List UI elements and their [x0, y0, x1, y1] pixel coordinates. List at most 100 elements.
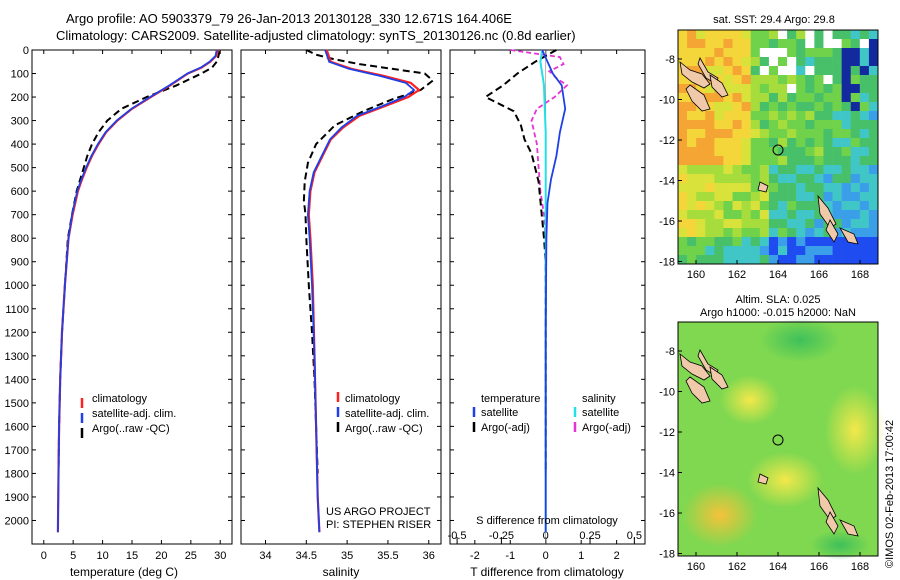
- depth-tick-label: 1500: [5, 398, 29, 410]
- legend-climatology-label: climatology: [92, 393, 148, 405]
- sst-cell: [823, 192, 833, 202]
- map-y-tick-label: -8: [665, 54, 675, 66]
- sst-cell: [814, 156, 824, 166]
- sst-cell: [778, 138, 788, 148]
- sst-cell: [787, 120, 797, 130]
- sst-cell: [859, 183, 870, 193]
- sst-cell: [832, 246, 842, 256]
- sst-cell: [759, 111, 770, 121]
- depth-tick-label: 200: [11, 92, 29, 104]
- sst-cell: [805, 120, 815, 130]
- sst-cell: [850, 84, 861, 94]
- sst-cell: [850, 201, 861, 211]
- sst-cell: [805, 192, 815, 202]
- map-y-tick-label: -16: [659, 216, 675, 228]
- sst-cell: [714, 75, 724, 85]
- temperature-profile-satellite-line: [57, 49, 218, 533]
- sst-cell: [732, 165, 742, 175]
- x-tick-label: 10: [96, 550, 108, 562]
- sst-cell: [859, 66, 870, 76]
- sst-cell: [741, 129, 752, 139]
- sst-cell: [696, 147, 706, 157]
- sst-cell: [705, 39, 715, 49]
- sst-cell: [723, 57, 733, 67]
- sst-cell: [859, 39, 870, 49]
- sst-cell: [841, 120, 852, 130]
- sst-cell: [714, 39, 724, 49]
- sst-map: sat. SST: 29.4 Argo: 29.8 160 162 164 166 16…: [659, 14, 879, 281]
- sst-cell: [859, 30, 870, 40]
- sst-cell: [750, 201, 761, 211]
- sst-cell: [859, 156, 870, 166]
- sst-cell: [741, 30, 752, 40]
- sst-cell: [687, 138, 697, 148]
- sst-cell: [732, 57, 742, 67]
- sst-cell: [859, 138, 870, 148]
- sst-cell: [796, 93, 806, 103]
- sst-cell: [778, 255, 788, 265]
- sst-cell: [750, 228, 761, 238]
- sst-cell: [705, 246, 715, 256]
- sst-cell: [868, 165, 879, 175]
- sst-cell: [759, 192, 770, 202]
- sst-cell: [750, 30, 761, 40]
- sst-cell: [850, 174, 861, 184]
- sst-cell: [814, 39, 824, 49]
- sst-cell: [796, 66, 806, 76]
- sst-cell: [850, 255, 861, 265]
- sst-cell: [868, 75, 879, 85]
- sst-cell: [796, 138, 806, 148]
- map-x-tick-label: 168: [851, 269, 869, 281]
- sst-cell: [805, 102, 815, 112]
- depth-tick-label: 1900: [5, 492, 29, 504]
- sla-map-title-line1: Altim. SLA: 0.025: [736, 294, 821, 306]
- sst-cell: [832, 102, 842, 112]
- sst-cell: [787, 246, 797, 256]
- sst-cell: [850, 165, 861, 175]
- island-outline: [679, 353, 711, 381]
- sst-cell: [850, 138, 861, 148]
- sst-cell: [687, 102, 697, 112]
- sst-cell: [723, 30, 733, 40]
- temperature-xlabel: temperature (deg C): [70, 565, 178, 579]
- sst-cell: [750, 246, 761, 256]
- sst-cell: [841, 66, 852, 76]
- sst-cell: [850, 192, 861, 202]
- depth-tick-label: 800: [11, 233, 29, 245]
- sst-cell: [768, 30, 779, 40]
- sst-cell: [841, 219, 852, 229]
- map-x-tick-label: 166: [810, 269, 828, 281]
- sst-cell: [787, 156, 797, 166]
- sst-cell: [759, 165, 770, 175]
- sst-cell: [796, 84, 806, 94]
- sst-cell: [832, 210, 842, 220]
- sst-cell: [696, 120, 706, 130]
- sst-cell: [823, 111, 833, 121]
- sst-cell: [841, 165, 852, 175]
- sst-cell: [850, 129, 861, 139]
- sst-cell: [759, 156, 770, 166]
- sst-cell: [841, 201, 852, 211]
- map-y-tick-label: -10: [659, 387, 675, 399]
- sst-cell: [832, 192, 842, 202]
- sst-cell: [841, 111, 852, 121]
- sst-cell: [696, 111, 706, 121]
- sst-cell: [859, 147, 870, 157]
- depth-tick-label: 100: [11, 69, 29, 81]
- header-line2: Climatology: CARS2009. Satellite-adjuste…: [56, 28, 576, 43]
- sst-cell: [841, 183, 852, 193]
- sst-cell: [696, 165, 706, 175]
- sst-cell: [678, 183, 688, 193]
- sst-cell: [705, 183, 715, 193]
- sst-cell: [832, 111, 842, 121]
- temperature-axis: 0 5 10 15 20 25 30: [41, 50, 226, 562]
- sst-cell: [796, 48, 806, 58]
- sst-cell: [714, 219, 724, 229]
- sst-cell: [778, 30, 788, 40]
- sst-cell: [732, 102, 742, 112]
- sst-cell: [741, 84, 752, 94]
- sst-cell: [678, 120, 688, 130]
- sst-cell: [759, 174, 770, 184]
- sst-cell: [687, 57, 697, 67]
- sst-cell: [714, 66, 724, 76]
